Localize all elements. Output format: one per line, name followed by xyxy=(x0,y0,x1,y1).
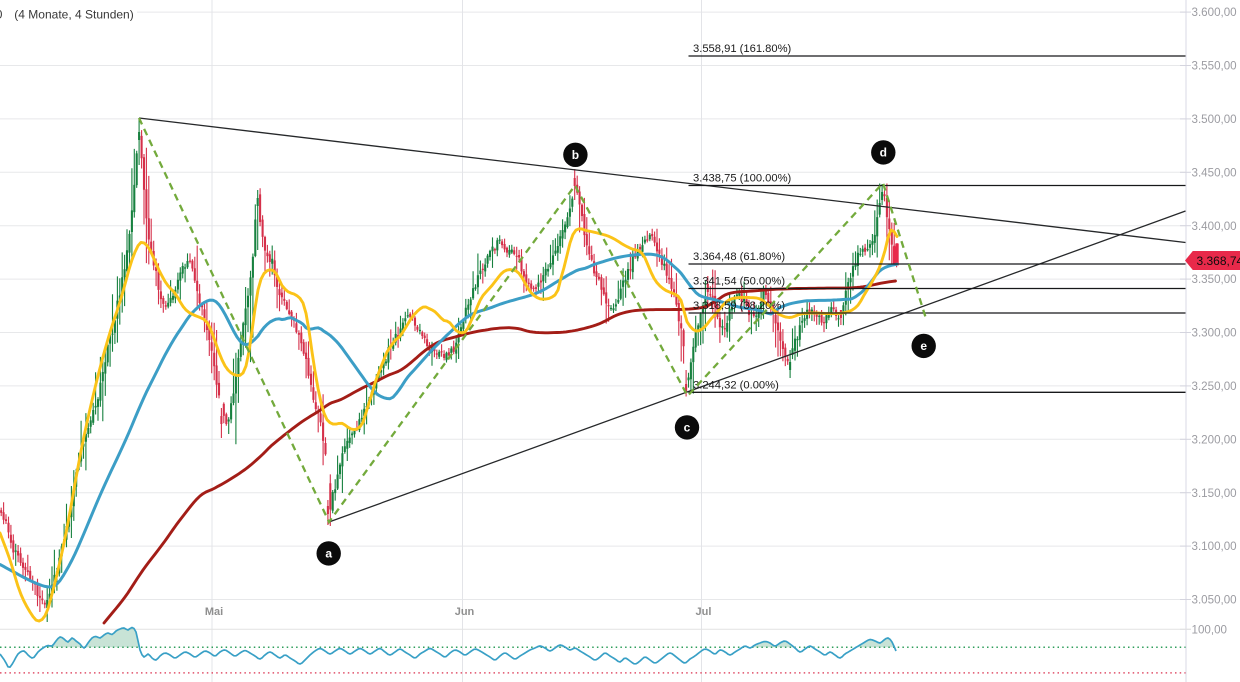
svg-text:3.244,32 (0.00%): 3.244,32 (0.00%) xyxy=(693,379,779,391)
svg-text:c: c xyxy=(684,420,691,434)
svg-text:d: d xyxy=(880,145,887,159)
svg-text:3.438,75 (100.00%): 3.438,75 (100.00%) xyxy=(693,173,792,185)
svg-text:3.200,00: 3.200,00 xyxy=(1192,433,1237,446)
svg-text:3.100,00: 3.100,00 xyxy=(1192,540,1237,553)
svg-text:3.350,00: 3.350,00 xyxy=(1192,273,1237,286)
svg-text:3.550,00: 3.550,00 xyxy=(1192,60,1237,73)
svg-text:Mai: Mai xyxy=(205,606,223,618)
svg-text:(4 Monate, 4 Stunden): (4 Monate, 4 Stunden) xyxy=(14,7,133,21)
svg-text:b: b xyxy=(572,148,579,162)
svg-text:100,00: 100,00 xyxy=(1192,623,1227,636)
svg-text:3.368,74: 3.368,74 xyxy=(1197,254,1240,268)
svg-text:3.364,48 (61.80%): 3.364,48 (61.80%) xyxy=(693,251,785,263)
svg-text:3.250,00: 3.250,00 xyxy=(1192,380,1237,393)
svg-text:3.300,00: 3.300,00 xyxy=(1192,327,1237,340)
svg-text:Jun: Jun xyxy=(455,606,475,618)
svg-text:a: a xyxy=(325,546,332,560)
svg-text:3.050,00: 3.050,00 xyxy=(1192,594,1237,607)
svg-text:3.341,54 (50.00%): 3.341,54 (50.00%) xyxy=(693,276,785,288)
svg-text:3.600,00: 3.600,00 xyxy=(1192,6,1237,19)
svg-text:3.558,91 (161.80%): 3.558,91 (161.80%) xyxy=(693,43,792,55)
svg-text:0: 0 xyxy=(0,7,3,21)
svg-text:Jul: Jul xyxy=(696,606,712,618)
svg-text:3.450,00: 3.450,00 xyxy=(1192,166,1237,179)
svg-text:3.150,00: 3.150,00 xyxy=(1192,487,1237,500)
svg-text:e: e xyxy=(920,339,927,353)
svg-text:3.500,00: 3.500,00 xyxy=(1192,113,1237,126)
svg-text:3.318,59 (38.20%): 3.318,59 (38.20%) xyxy=(693,300,785,312)
svg-text:3.400,00: 3.400,00 xyxy=(1192,220,1237,233)
